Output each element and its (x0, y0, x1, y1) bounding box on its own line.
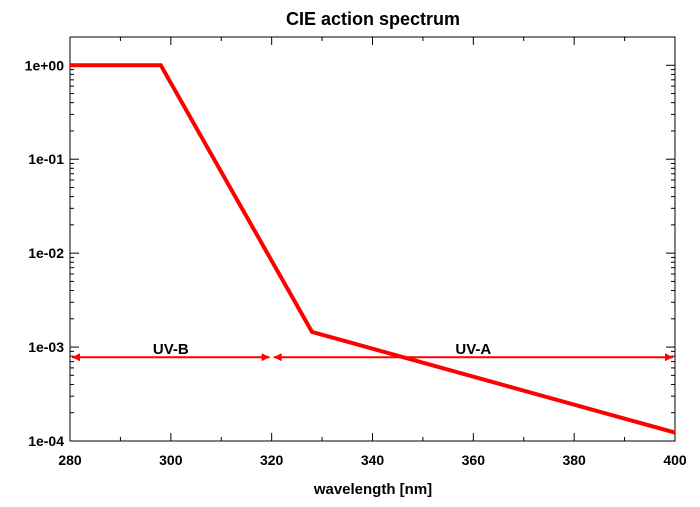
y-tick-label: 1e-01 (28, 151, 64, 167)
series-layer (70, 63, 676, 435)
x-axis-ticks: 280 300 320 340 360 380 400 (58, 37, 687, 468)
x-tick-label: 380 (562, 452, 586, 468)
plot-frame (69, 36, 676, 442)
y-axis-ticks: 1e+00 1e-01 1e-02 1e-03 1e-04 (25, 36, 675, 449)
band-label: UV-B (153, 341, 189, 358)
series-line (70, 63, 676, 435)
x-tick-label: 400 (663, 452, 687, 468)
y-tick-label: 1e-02 (28, 245, 64, 261)
y-tick-label: 1e-03 (28, 339, 64, 355)
x-tick-label: 360 (462, 452, 486, 468)
band-label: UV-A (455, 341, 491, 358)
annotation-layer: UV-B UV-A (72, 341, 673, 362)
x-tick-label: 320 (260, 452, 284, 468)
x-tick-label: 340 (361, 452, 385, 468)
chart-title: CIE action spectrum (286, 9, 460, 29)
y-tick-label: 1e+00 (25, 57, 65, 73)
x-tick-label: 280 (58, 452, 82, 468)
x-axis-label: wavelength [nm] (313, 481, 432, 498)
x-tick-label: 300 (159, 452, 183, 468)
y-tick-label: 1e-04 (28, 433, 64, 449)
